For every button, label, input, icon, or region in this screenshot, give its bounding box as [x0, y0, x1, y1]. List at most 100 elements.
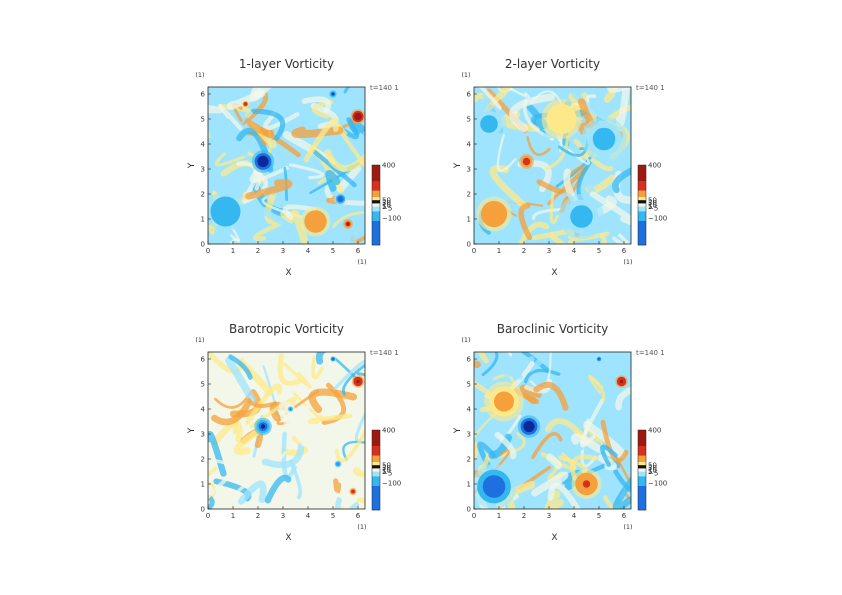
filament [544, 135, 570, 171]
plot-frame [473, 351, 632, 510]
colorbar-segment [638, 462, 646, 466]
colorbar-tick-label: −100 [382, 479, 401, 487]
filament [217, 103, 243, 131]
filament [262, 111, 300, 131]
y-axis-label: Y [453, 427, 463, 434]
chart-title: Baroclinic Vorticity [497, 322, 609, 336]
filament [570, 454, 598, 481]
colorbar-tick-label: −100 [648, 214, 667, 222]
x-axis-label: X [285, 533, 291, 543]
filament [481, 352, 499, 377]
filament [315, 352, 328, 365]
filament [245, 383, 282, 425]
y-tick-label: 3 [201, 431, 205, 439]
colorbar-segment [638, 455, 646, 463]
filament [615, 87, 631, 127]
colorbar-tick-label: 10 [648, 202, 657, 210]
colorbar-segment [372, 446, 380, 456]
colorbar-frame [371, 164, 381, 246]
vortex [476, 196, 512, 232]
y-tick-label: 3 [467, 431, 471, 439]
x-tick-label: 6 [356, 247, 361, 255]
time-label: t=140 1 [636, 84, 665, 92]
colorbar-segment [372, 200, 380, 204]
filament [509, 93, 556, 133]
x-tick-label: 5 [331, 512, 335, 520]
y-tick-label: 6 [201, 91, 206, 99]
x-unit-label: (1) [357, 258, 366, 266]
filament [232, 456, 269, 486]
filament [599, 444, 618, 467]
colorbar-segment [638, 465, 646, 469]
x-tick-label: 5 [597, 247, 601, 255]
filament [474, 87, 478, 92]
filament [547, 482, 582, 509]
filament [549, 189, 559, 224]
filament [520, 352, 551, 374]
vortex [519, 154, 534, 169]
filament [282, 204, 317, 220]
colorbar-tick-label: −5 [382, 205, 392, 213]
filament [290, 209, 309, 244]
colorbar-segment [372, 486, 380, 511]
plot-frame [207, 351, 366, 510]
filament [225, 356, 256, 404]
x-unit-label: (1) [623, 258, 632, 266]
y-axis-label: Y [453, 162, 463, 169]
vortex [343, 219, 353, 229]
y-axis-label: Y [187, 427, 197, 434]
colorbar-segment [638, 486, 646, 511]
colorbar-tick-label: 50 [382, 462, 391, 470]
x-axis-label: X [551, 533, 557, 543]
x-tick-label: 6 [622, 247, 627, 255]
filament [303, 117, 339, 163]
filament [532, 207, 563, 220]
y-unit-label: (1) [195, 336, 204, 344]
vortex [351, 375, 365, 388]
filament [301, 96, 332, 114]
y-tick-label: 2 [201, 456, 205, 464]
filament [280, 435, 309, 456]
y-tick-label: 1 [467, 216, 471, 224]
time-label: t=140 1 [636, 349, 665, 357]
panel-2: 2-layer Vorticity 0 1 2 3 4 5 6 0 1 2 3 4 5 6 X Y (1) (1) t… [453, 57, 667, 278]
x-tick-label: 2 [522, 512, 526, 520]
filament [281, 431, 297, 480]
colorbar-segment [638, 203, 646, 207]
x-tick-label: 6 [622, 512, 627, 520]
filament [518, 202, 533, 241]
vortex [350, 109, 365, 124]
panel-1: 1-layer Vorticity 0 1 2 3 4 5 6 0 1 2 3 4 5 6 X Y (1) (1) t… [187, 57, 401, 278]
colorbar-tick-label: 10 [382, 202, 391, 210]
vortex [330, 356, 336, 362]
colorbar-tick-label: 30 [382, 199, 391, 207]
x-tick-label: 0 [472, 512, 476, 520]
filament [311, 355, 324, 380]
filament [240, 92, 269, 125]
x-tick-label: 2 [256, 512, 260, 520]
colorbar-segment [372, 462, 380, 466]
filament [333, 478, 342, 495]
colorbar-segment [638, 165, 646, 182]
x-tick-label: 0 [472, 247, 476, 255]
x-tick-label: 2 [256, 247, 260, 255]
colorbar-frame [371, 429, 381, 511]
filament [214, 152, 252, 167]
filament [557, 352, 569, 370]
filament [289, 163, 325, 180]
filament [253, 221, 283, 241]
colorbar-tick-label: 50 [648, 462, 657, 470]
filament [251, 108, 286, 141]
colorbar-segment [638, 468, 646, 472]
filament [282, 362, 312, 389]
x-tick-label: 5 [331, 247, 335, 255]
colorbar-segment [638, 181, 646, 191]
vorticity-field [474, 352, 631, 509]
filament [612, 167, 631, 194]
y-tick-label: 4 [201, 406, 206, 414]
filament [211, 400, 252, 426]
vortex [208, 191, 246, 232]
x-tick-label: 0 [206, 247, 210, 255]
filament [615, 386, 631, 411]
